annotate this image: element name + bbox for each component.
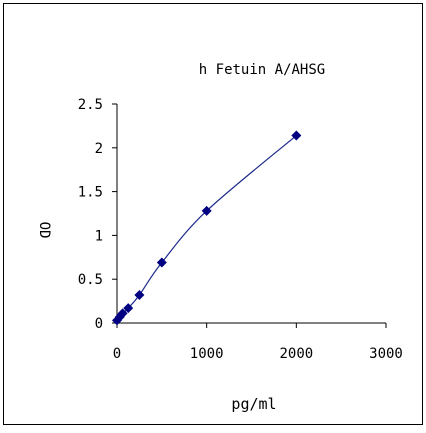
chart-title: h Fetuin A/AHSG: [199, 62, 325, 78]
data-point: [123, 303, 134, 314]
x-tick-label: 1000: [190, 346, 224, 362]
data-point: [117, 308, 128, 319]
y-tick-label: 0: [95, 316, 103, 332]
x-tick-label: 2000: [279, 346, 313, 362]
x-tick-label: 0: [113, 346, 121, 362]
data-point: [156, 257, 167, 268]
y-tick-label: 2: [95, 141, 103, 157]
data-point: [291, 130, 302, 141]
y-axis-label: OD: [36, 222, 52, 239]
x-axis-label: pg/ml: [231, 395, 276, 413]
data-point: [201, 205, 212, 216]
ticks: 0 0.5 1 1.5 2 2.5 0 1000 2000 3000: [78, 97, 403, 362]
data-point: [134, 289, 145, 300]
y-tick-label: 1: [95, 228, 103, 244]
y-tick-label: 0.5: [78, 272, 103, 288]
chart-border: [3, 3, 423, 425]
y-tick-label: 2.5: [78, 97, 103, 113]
x-tick-label: 3000: [369, 346, 403, 362]
y-tick-label: 1.5: [78, 185, 103, 201]
axes: [116, 104, 386, 324]
series: [112, 130, 302, 326]
